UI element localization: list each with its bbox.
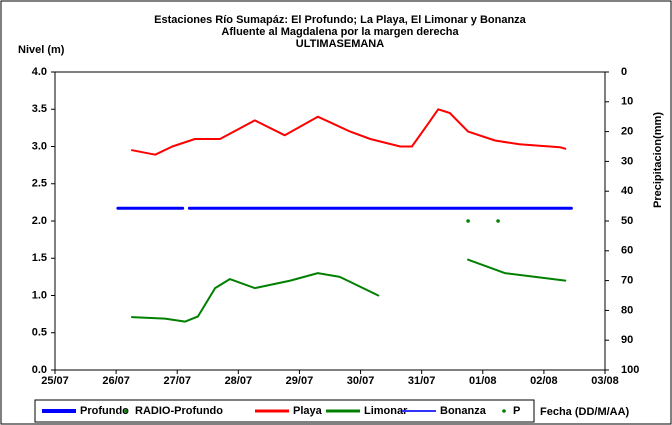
legend-label: RADIO-Profundo	[135, 405, 223, 417]
y2-tick-label: 100	[621, 364, 639, 376]
x-tick-label: 27/07	[163, 375, 191, 387]
y-tick-label: 3.5	[32, 103, 47, 115]
legend-label: P	[513, 405, 520, 417]
y2-tick-label: 80	[621, 304, 633, 316]
y-tick-label: 2.5	[32, 178, 47, 190]
y2-tick-label: 40	[621, 185, 633, 197]
y-tick-label: 4.0	[32, 66, 47, 78]
x-axis-label: Fecha (DD/M/AA)	[540, 406, 630, 418]
chart-title: Estaciones Río Sumapáz: El Profundo; La …	[154, 14, 527, 26]
y-tick-label: 0.0	[32, 364, 47, 376]
x-tick-label: 30/07	[347, 375, 375, 387]
chart-subtitle: ULTIMASEMANA	[296, 38, 384, 50]
legend-marker	[124, 409, 128, 413]
y-axis-label: Nivel (m)	[18, 44, 65, 56]
y-tick-label: 0.5	[32, 327, 47, 339]
series-point	[466, 219, 470, 223]
x-tick-label: 29/07	[286, 375, 314, 387]
y2-tick-label: 20	[621, 126, 633, 138]
y2-tick-label: 60	[621, 245, 633, 257]
x-tick-label: 25/07	[41, 375, 69, 387]
y2-tick-label: 70	[621, 275, 633, 287]
x-tick-label: 03/08	[591, 375, 619, 387]
legend-label: Profundo	[80, 405, 129, 417]
y-tick-label: 1.5	[32, 252, 47, 264]
y-tick-label: 1.0	[32, 289, 47, 301]
series-line	[131, 108, 567, 156]
y-tick-label: 2.0	[32, 215, 47, 227]
chart-subtitle: Afluente al Magdalena por la margen dere…	[221, 26, 459, 38]
x-tick-label: 01/08	[469, 375, 497, 387]
y2-tick-label: 90	[621, 334, 633, 346]
series-point	[496, 219, 500, 223]
x-tick-label: 26/07	[102, 375, 130, 387]
legend-marker	[502, 409, 506, 413]
legend-label: Limonar	[364, 405, 408, 417]
series-line	[131, 258, 567, 323]
y2-tick-label: 30	[621, 155, 633, 167]
x-tick-label: 02/08	[530, 375, 558, 387]
legend-label: Bonanza	[440, 405, 487, 417]
legend-label: Playa	[293, 405, 323, 417]
y2-tick-label: 10	[621, 96, 633, 108]
y2-axis-label: Precipitacion(mm)	[652, 112, 664, 208]
x-tick-label: 31/07	[408, 375, 436, 387]
y2-tick-label: 50	[621, 215, 633, 227]
x-tick-label: 28/07	[225, 375, 253, 387]
y-tick-label: 3.0	[32, 140, 47, 152]
y2-tick-label: 0	[621, 66, 627, 78]
